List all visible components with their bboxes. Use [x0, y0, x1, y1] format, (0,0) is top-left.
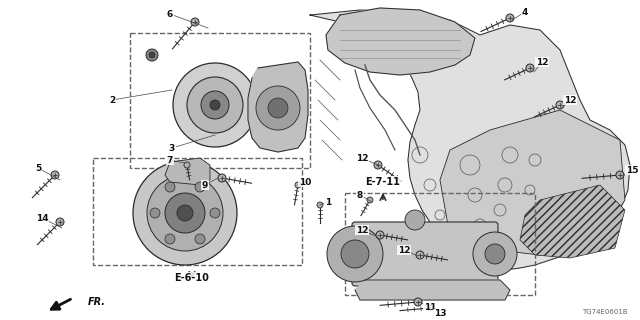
Circle shape [210, 100, 220, 110]
Circle shape [133, 161, 237, 265]
Text: TG74E0601B: TG74E0601B [582, 309, 628, 315]
Polygon shape [326, 8, 475, 75]
Circle shape [616, 171, 624, 179]
Text: 15: 15 [626, 165, 638, 174]
Text: 7: 7 [167, 156, 173, 164]
Circle shape [195, 234, 205, 244]
Circle shape [56, 218, 64, 226]
Polygon shape [520, 185, 625, 258]
Circle shape [184, 162, 190, 168]
Circle shape [177, 205, 193, 221]
Circle shape [191, 18, 199, 26]
Bar [93, 158, 302, 265]
Circle shape [268, 98, 288, 118]
Circle shape [295, 182, 301, 188]
Text: E-6-10: E-6-10 [175, 273, 209, 283]
Text: 3: 3 [169, 143, 175, 153]
Circle shape [317, 202, 323, 208]
Circle shape [150, 208, 160, 218]
Circle shape [201, 91, 229, 119]
Circle shape [367, 197, 373, 203]
Circle shape [405, 210, 425, 230]
Circle shape [51, 171, 59, 179]
Text: 6: 6 [167, 10, 173, 19]
Text: FR.: FR. [88, 297, 106, 307]
Circle shape [416, 251, 424, 259]
Circle shape [210, 208, 220, 218]
Polygon shape [165, 158, 210, 185]
Circle shape [218, 174, 226, 182]
Circle shape [341, 240, 369, 268]
Circle shape [327, 226, 383, 282]
Bar [345, 193, 535, 295]
Circle shape [376, 231, 384, 239]
Bar [130, 33, 310, 168]
Text: 1: 1 [325, 197, 331, 206]
Polygon shape [310, 10, 630, 270]
Circle shape [165, 182, 175, 192]
Circle shape [374, 161, 382, 169]
Circle shape [149, 52, 155, 58]
Polygon shape [355, 280, 510, 300]
Circle shape [473, 232, 517, 276]
Text: 14: 14 [36, 213, 48, 222]
Text: 11: 11 [424, 303, 436, 313]
Text: 12: 12 [356, 226, 368, 235]
Circle shape [556, 101, 564, 109]
Circle shape [506, 14, 514, 22]
Text: 2: 2 [109, 95, 115, 105]
Circle shape [165, 234, 175, 244]
FancyBboxPatch shape [352, 222, 498, 286]
Text: 4: 4 [522, 7, 528, 17]
Text: 13: 13 [434, 309, 446, 318]
Circle shape [195, 182, 205, 192]
Text: 5: 5 [35, 164, 41, 172]
Text: 8: 8 [357, 190, 363, 199]
Text: 12: 12 [397, 245, 410, 254]
Circle shape [427, 305, 433, 311]
Polygon shape [440, 110, 625, 255]
Text: 9: 9 [202, 180, 208, 189]
Circle shape [147, 175, 223, 251]
Circle shape [165, 193, 205, 233]
Circle shape [256, 86, 300, 130]
Circle shape [173, 63, 257, 147]
Circle shape [414, 298, 422, 306]
Circle shape [485, 244, 505, 264]
Polygon shape [248, 62, 308, 152]
Text: 10: 10 [299, 178, 311, 187]
Text: 12: 12 [356, 154, 368, 163]
Circle shape [146, 49, 158, 61]
Circle shape [187, 77, 243, 133]
Text: E-7-11: E-7-11 [365, 177, 401, 187]
Text: 12: 12 [564, 95, 576, 105]
Circle shape [526, 64, 534, 72]
Text: 12: 12 [536, 58, 548, 67]
